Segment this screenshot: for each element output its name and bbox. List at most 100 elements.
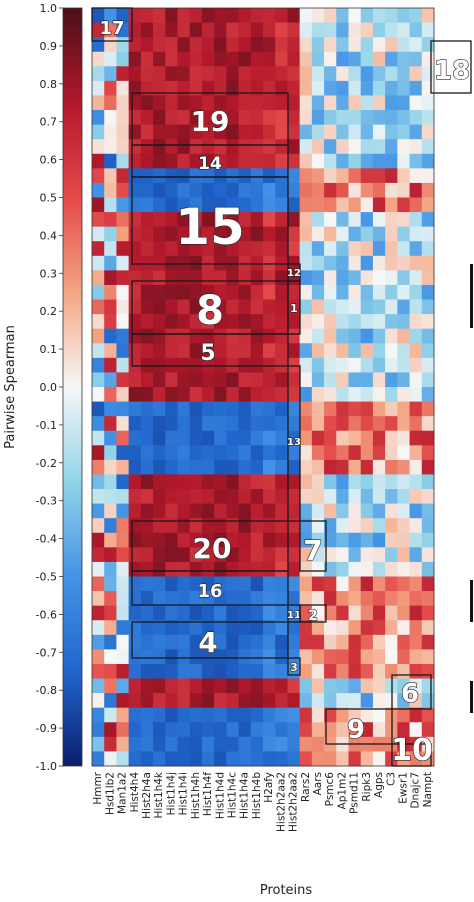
heatmap-cell bbox=[226, 678, 239, 694]
heatmap-cell bbox=[201, 561, 215, 577]
heatmap-cell bbox=[226, 212, 239, 228]
heatmap-cell bbox=[189, 722, 203, 738]
heatmap-cell bbox=[360, 518, 374, 534]
heatmap-cell bbox=[92, 489, 105, 505]
heatmap-cell bbox=[299, 751, 313, 767]
heatmap-cell bbox=[104, 372, 117, 388]
heatmap-cell bbox=[177, 561, 191, 577]
heatmap-cell bbox=[153, 561, 166, 577]
heatmap-cell bbox=[311, 328, 325, 344]
heatmap-cell bbox=[311, 241, 325, 257]
heatmap-cell bbox=[336, 387, 349, 402]
heatmap-cell bbox=[397, 620, 410, 636]
colorbar-tick-label: -0.6 bbox=[36, 608, 57, 621]
heatmap-cell bbox=[360, 22, 374, 38]
heatmap-cell bbox=[409, 255, 423, 271]
heatmap-cell bbox=[116, 722, 130, 738]
heatmap-cell bbox=[311, 474, 325, 490]
heatmap-cell bbox=[250, 416, 264, 432]
heatmap-cell bbox=[348, 678, 362, 694]
heatmap-cell bbox=[165, 663, 178, 679]
heatmap-cell bbox=[214, 22, 227, 38]
heatmap-cell bbox=[336, 430, 349, 446]
heatmap-cell bbox=[140, 357, 154, 373]
heatmap-cell bbox=[128, 357, 142, 373]
heatmap-cell bbox=[128, 299, 142, 315]
heatmap-cell bbox=[275, 51, 288, 67]
heatmap-cell bbox=[214, 445, 227, 461]
heatmap-cell bbox=[275, 459, 288, 475]
heatmap-cell bbox=[153, 284, 166, 300]
heatmap-cell bbox=[385, 474, 398, 490]
heatmap-cell bbox=[397, 314, 410, 330]
heatmap-cell bbox=[421, 459, 435, 475]
heatmap-cell bbox=[324, 459, 337, 475]
heatmap-cell bbox=[385, 284, 398, 300]
heatmap-cell bbox=[92, 139, 105, 155]
heatmap-cell bbox=[409, 459, 423, 475]
heatmap-cell bbox=[92, 226, 105, 242]
heatmap-cell bbox=[263, 8, 276, 23]
heatmap-cell bbox=[336, 153, 349, 169]
protein-label: Ap1m2 bbox=[336, 772, 348, 809]
heatmap-cell bbox=[324, 110, 337, 126]
heatmap-cell bbox=[153, 37, 166, 53]
heatmap-cell bbox=[92, 401, 105, 417]
heatmap-cell bbox=[128, 532, 142, 548]
heatmap-cell bbox=[214, 139, 227, 155]
heatmap-cell bbox=[177, 37, 191, 53]
heatmap-cell bbox=[311, 503, 325, 519]
heatmap-cell bbox=[153, 459, 166, 475]
heatmap-cell bbox=[92, 459, 105, 475]
colorbar-tick-label: 0.1 bbox=[40, 343, 58, 356]
heatmap-cell bbox=[153, 532, 166, 548]
heatmap-cell bbox=[397, 489, 410, 505]
heatmap-cell bbox=[238, 518, 252, 534]
heatmap-cell bbox=[214, 270, 227, 286]
heatmap-cell bbox=[360, 707, 374, 723]
heatmap-cell bbox=[165, 153, 178, 169]
heatmap-cell bbox=[348, 649, 362, 665]
heatmap-cell bbox=[116, 387, 130, 402]
heatmap-cell bbox=[360, 299, 374, 315]
colorbar-tick-label: 0.6 bbox=[40, 154, 58, 167]
heatmap-cell bbox=[189, 532, 203, 548]
heatmap-cell bbox=[153, 634, 166, 650]
heatmap-cell bbox=[287, 314, 301, 330]
heatmap-cell bbox=[311, 591, 325, 607]
heatmap-cell bbox=[104, 37, 117, 53]
heatmap-cell bbox=[140, 226, 154, 242]
heatmap-cell bbox=[409, 343, 423, 359]
heatmap-cell bbox=[263, 270, 276, 286]
heatmap-cell bbox=[311, 547, 325, 563]
heatmap-cell bbox=[263, 649, 276, 665]
heatmap-cell bbox=[348, 459, 362, 475]
heatmap-cell bbox=[348, 547, 362, 563]
heatmap-cell bbox=[189, 66, 203, 82]
heatmap-cell bbox=[214, 489, 227, 505]
heatmap-cell bbox=[177, 299, 191, 315]
heatmap-cell bbox=[128, 37, 142, 53]
heatmap-cell bbox=[250, 576, 264, 592]
heatmap-cell bbox=[360, 8, 374, 23]
heatmap-cell bbox=[287, 445, 301, 461]
heatmap-cell bbox=[372, 547, 386, 563]
heatmap-cell bbox=[165, 489, 178, 505]
heatmap-cell bbox=[336, 591, 349, 607]
heatmap-cell bbox=[287, 620, 301, 636]
heatmap-cell bbox=[128, 678, 142, 694]
heatmap-cell bbox=[275, 270, 288, 286]
heatmap-cell bbox=[128, 489, 142, 505]
heatmap-cell bbox=[140, 605, 154, 621]
heatmap-cell bbox=[201, 751, 215, 767]
heatmap-cell bbox=[128, 663, 142, 679]
heatmap-cell bbox=[299, 489, 313, 505]
heatmap-cell bbox=[128, 707, 142, 723]
heatmap-cell bbox=[250, 255, 264, 271]
heatmap-cell bbox=[201, 576, 215, 592]
heatmap-cell bbox=[189, 182, 203, 198]
heatmap-cell bbox=[92, 197, 105, 213]
heatmap-cell bbox=[324, 328, 337, 344]
protein-label: Psmc6 bbox=[324, 772, 336, 807]
heatmap-cell bbox=[189, 430, 203, 446]
